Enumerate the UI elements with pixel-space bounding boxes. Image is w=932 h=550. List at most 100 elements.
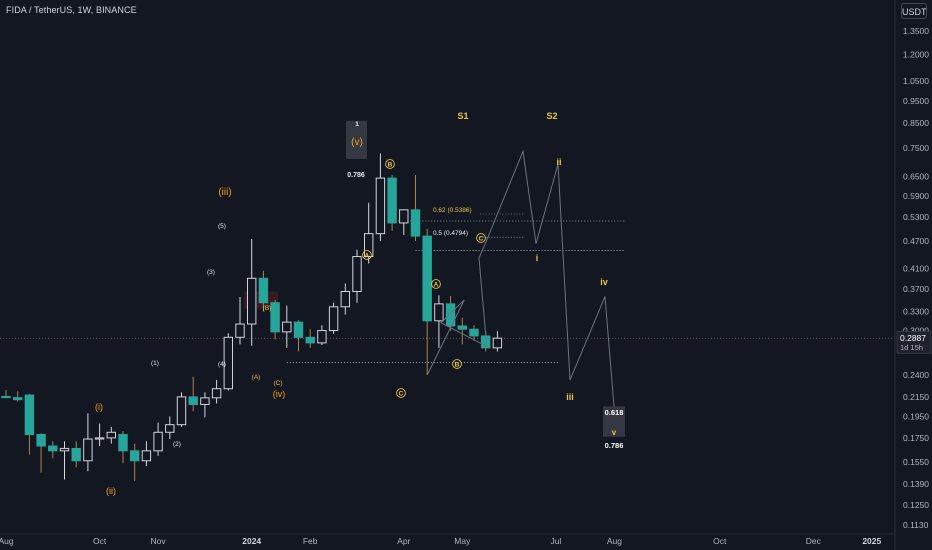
price-tick-label: 0.8500 [903, 118, 929, 128]
circled-label-A: A [431, 279, 441, 289]
candle-up [165, 424, 175, 433]
candle-up [106, 431, 116, 439]
candle-up [492, 337, 503, 349]
candle-up [83, 438, 93, 462]
candle-up [59, 447, 70, 452]
wave-circle-letter: B [388, 162, 393, 169]
price-tick-label: 1.3500 [903, 26, 929, 36]
price-tick-label: 0.1390 [903, 479, 929, 489]
target-label-0618: 0.618 [605, 408, 624, 417]
candle-up [340, 290, 351, 308]
time-tick-label: 2025 [862, 536, 881, 546]
candle-up [141, 450, 152, 462]
current-price-label: 0.2887 [900, 333, 926, 343]
projection-label-iv: iv [600, 277, 608, 287]
price-tick-label: 0.3000 [903, 326, 929, 336]
candle-down [258, 277, 269, 304]
wave-circle [476, 233, 486, 243]
candle-down [71, 447, 81, 462]
time-tick-label: Feb [303, 536, 318, 546]
time-tick-label: Apr [397, 536, 410, 546]
wave-circle [385, 159, 395, 169]
candle-down [48, 445, 58, 452]
price-tick-label: 0.3700 [903, 284, 929, 294]
circled-label-B: B [385, 159, 395, 169]
wave-circle [396, 388, 406, 398]
wave-circle [362, 250, 372, 260]
candle-down [130, 450, 140, 462]
wave-label-top: 1 [355, 121, 359, 128]
time-tick-label: Dec [806, 536, 822, 546]
time-tick-label: Aug [607, 536, 622, 546]
price-tick-label: 0.1750 [903, 433, 929, 443]
time-tick-label: May [454, 536, 471, 546]
price-tick-label: 0.6500 [903, 172, 929, 182]
wave-v-zone [346, 120, 367, 159]
candle-down [445, 303, 456, 327]
candle-up [211, 388, 222, 399]
price-tick-label: 0.9500 [903, 96, 929, 106]
candle-up [328, 306, 339, 332]
candle-down [457, 325, 468, 330]
time-tick-label: Aug [0, 536, 14, 546]
candle-up [200, 397, 210, 405]
wave-label-iii: (iii) [218, 187, 231, 198]
circled-label-A: A [362, 250, 372, 260]
projection-label-i: i [536, 253, 539, 263]
candle-down [410, 209, 421, 237]
target-label-0786: 0.786 [605, 441, 624, 450]
currency-button[interactable]: USDT [901, 3, 927, 19]
scenario-label-S2: S2 [546, 111, 557, 121]
candle-up [317, 330, 327, 344]
candle-down [387, 177, 397, 224]
price-tick-label: 0.1950 [903, 411, 929, 421]
wave-label-iv: (iv) [273, 389, 286, 399]
wave-label-2: (2) [173, 441, 181, 448]
elliott-wave-projection-path [426, 149, 615, 407]
candle-down [422, 235, 432, 322]
price-tick-label: 0.5900 [903, 191, 929, 201]
wave-circle [452, 359, 462, 369]
wave-circle-letter: C [399, 391, 404, 398]
candle-up [176, 396, 187, 426]
wave-circle-letter: C [479, 236, 484, 243]
wave-label-v: (v) [351, 137, 363, 148]
candle-up [434, 303, 444, 322]
bar-countdown-label: 1d 15h [900, 343, 923, 352]
candle-down [24, 394, 35, 436]
candle-down [36, 434, 46, 447]
candle-down [293, 321, 304, 338]
time-tick-label: Nov [151, 536, 167, 546]
symbol-title: FIDA / TetherUS, 1W, BINANCE [6, 5, 137, 15]
price-tick-label: 0.1130 [903, 520, 929, 530]
candle-up [153, 431, 163, 452]
candle-up [282, 321, 292, 333]
price-tick-label: 0.4100 [903, 263, 929, 273]
price-tick-label: 1.2000 [903, 49, 929, 59]
candle-down [118, 434, 128, 452]
target-zone [603, 406, 625, 437]
wave-label-5: (5) [218, 223, 226, 230]
wave-circle-letter: B [455, 362, 460, 369]
wave-circle [431, 279, 441, 289]
projection-label-ii: ii [556, 157, 561, 167]
candle-up [399, 209, 409, 224]
time-tick-label: Oct [713, 536, 727, 546]
candle-down [188, 396, 198, 405]
wave-label-3: (3) [207, 269, 215, 276]
candle-up [94, 437, 105, 440]
circled-label-B: B [452, 359, 462, 369]
circled-label-C: C [396, 388, 406, 398]
price-tick-label: 1.0500 [903, 76, 929, 86]
price-tick-label: 0.3300 [903, 307, 929, 317]
wave-label-4: (4) [218, 361, 226, 368]
projection-label-v: v [612, 428, 617, 437]
wave-label-i: (i) [95, 402, 103, 412]
time-tick-label: 2024 [242, 536, 261, 546]
candle-down [469, 328, 479, 337]
time-tick-label: Jul [550, 536, 561, 546]
candle-up [235, 323, 245, 338]
candle-down [270, 302, 280, 333]
